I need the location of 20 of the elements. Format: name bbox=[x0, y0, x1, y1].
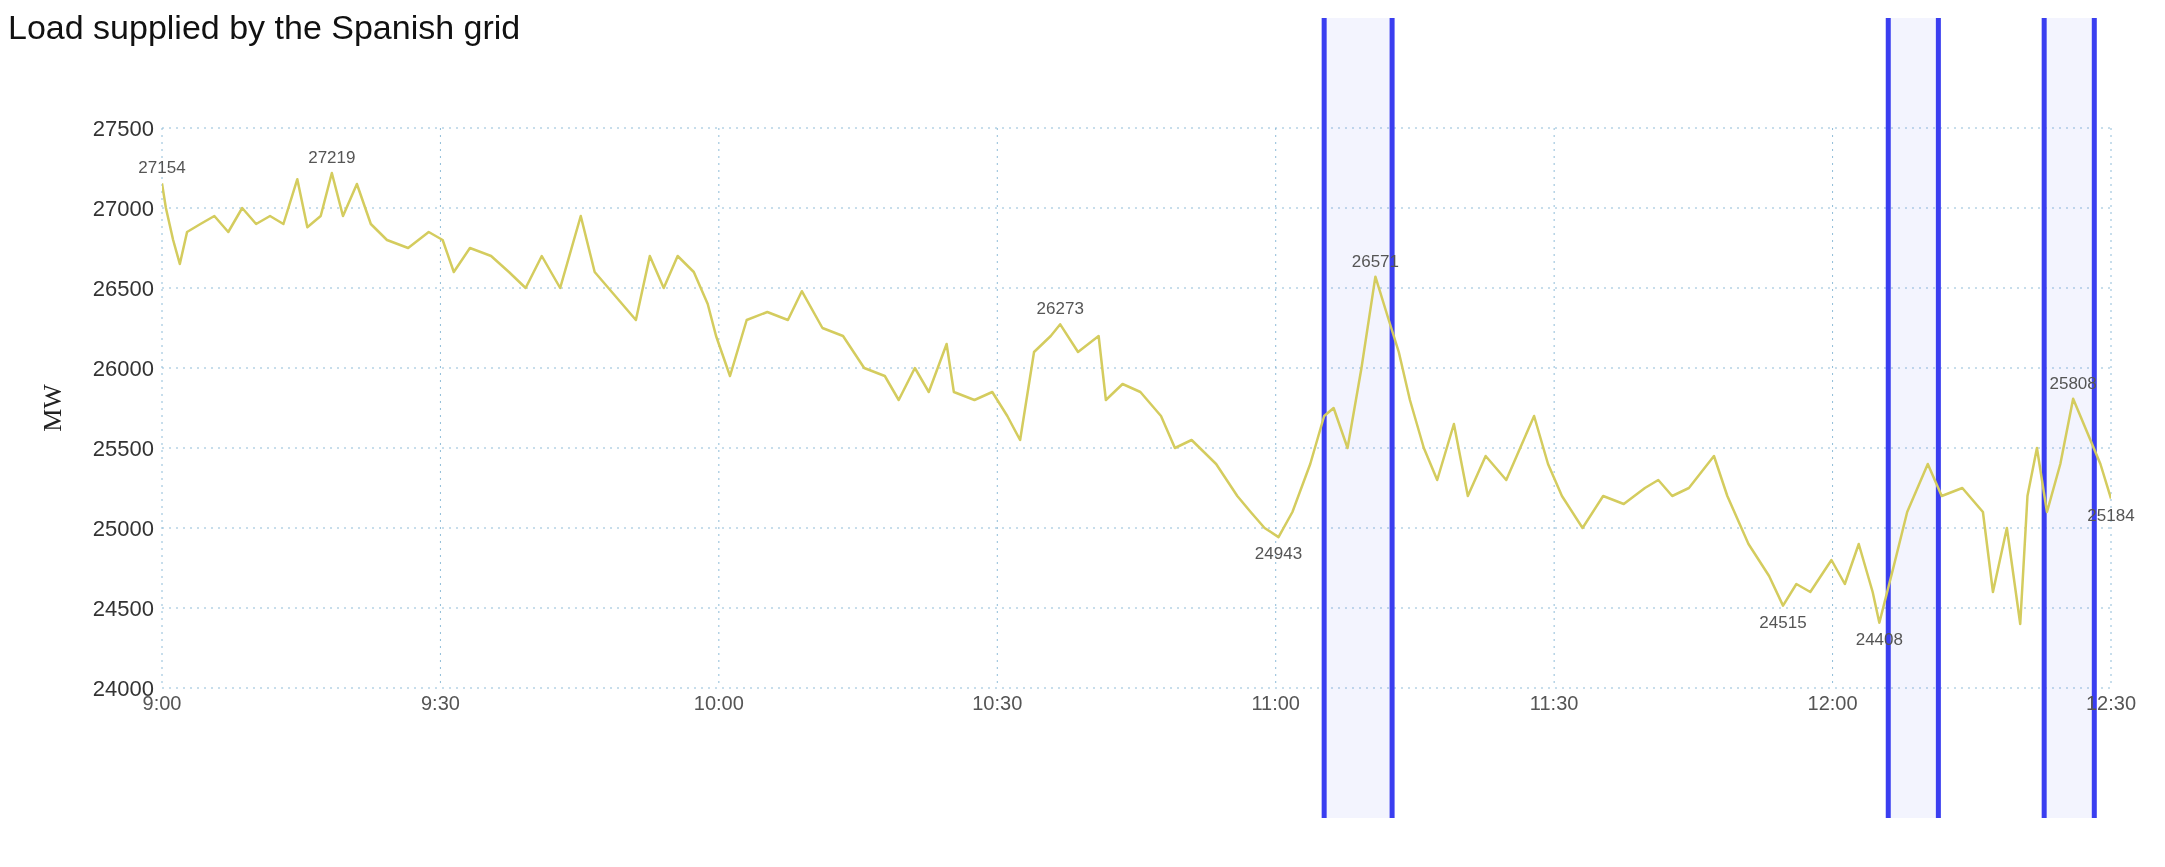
x-tick-label: 10:30 bbox=[972, 692, 1023, 715]
x-tick-label: 11:30 bbox=[1529, 692, 1579, 715]
y-tick-label: 26000 bbox=[92, 355, 154, 381]
x-tick-label: 11:00 bbox=[1251, 692, 1300, 715]
y-axis-title: MW bbox=[38, 383, 68, 432]
annotation: 27154 bbox=[138, 158, 186, 178]
y-tick-label: 27000 bbox=[92, 195, 154, 221]
x-tick-label: 12:00 bbox=[1807, 692, 1858, 715]
y-tick-label: 25000 bbox=[92, 515, 154, 541]
y-tick-label: 25500 bbox=[92, 435, 154, 461]
chart-title: Load supplied by the Spanish grid bbox=[8, 8, 521, 47]
y-tick-label: 24500 bbox=[92, 595, 154, 621]
y-tick-label: 26500 bbox=[92, 275, 154, 301]
annotation: 26273 bbox=[1036, 299, 1084, 319]
x-tick-label: 10:00 bbox=[693, 692, 744, 715]
annotation: 24515 bbox=[1759, 612, 1807, 632]
y-tick-label: 27500 bbox=[92, 115, 154, 141]
annotation: 24943 bbox=[1254, 544, 1303, 564]
annotation: 27219 bbox=[308, 147, 356, 167]
x-tick-label: 9:30 bbox=[420, 692, 460, 715]
